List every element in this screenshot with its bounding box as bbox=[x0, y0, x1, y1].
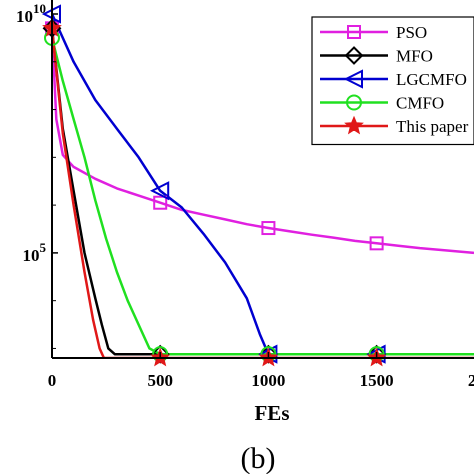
y-tick-label: 105 bbox=[23, 240, 47, 265]
legend-box bbox=[311, 16, 474, 146]
legend: PSO MFO LGCMFO CMFO This paper bbox=[311, 16, 474, 146]
legend-marker-1 bbox=[344, 46, 364, 65]
series-marker-0 bbox=[261, 221, 276, 236]
x-tick-label: 1000 bbox=[251, 371, 285, 390]
x-tick-label: 500 bbox=[147, 371, 173, 390]
legend-label-0: PSO bbox=[396, 23, 427, 42]
series-marker-2 bbox=[149, 181, 170, 201]
series-line-0 bbox=[52, 28, 474, 255]
legend-marker-3 bbox=[346, 94, 362, 111]
legend-label-2: LGCMFO bbox=[396, 70, 467, 89]
legend-marker-2 bbox=[343, 69, 363, 89]
y-tick-label: 1010 bbox=[16, 1, 46, 26]
legend-label-3: CMFO bbox=[396, 94, 444, 113]
legend-marker-0 bbox=[347, 25, 361, 39]
series-line-1 bbox=[52, 28, 474, 356]
figure-caption: (b) bbox=[241, 442, 276, 474]
x-tick-label: 0 bbox=[48, 371, 57, 390]
axes: 0 500 1000 1500 2000 1010 105 bbox=[16, 0, 474, 390]
plot-area bbox=[41, 4, 474, 367]
x-tick-label: 2000 bbox=[468, 371, 474, 390]
series-line-2 bbox=[52, 13, 474, 356]
series-line-3 bbox=[52, 37, 474, 356]
legend-label-1: MFO bbox=[396, 47, 433, 66]
legend-label-4: This paper bbox=[396, 117, 469, 136]
series-line-4 bbox=[52, 28, 474, 358]
series-marker-0 bbox=[369, 236, 384, 251]
series-marker-0 bbox=[153, 195, 168, 210]
x-tick-label: 1500 bbox=[360, 371, 394, 390]
x-axis-title: FEs bbox=[254, 401, 289, 425]
legend-marker-4 bbox=[344, 115, 364, 135]
